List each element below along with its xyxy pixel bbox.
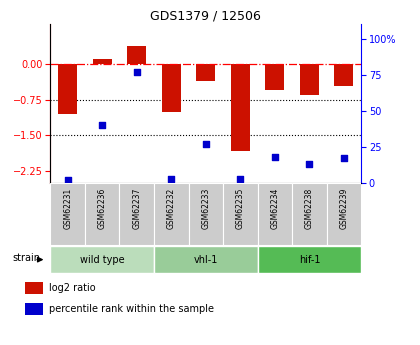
Bar: [24, 282, 43, 294]
Text: hif-1: hif-1: [299, 255, 320, 265]
Text: GSM62235: GSM62235: [236, 188, 245, 229]
Point: [134, 69, 140, 75]
Bar: [292, 183, 327, 245]
Text: GSM62233: GSM62233: [201, 188, 210, 229]
Text: GSM62237: GSM62237: [132, 188, 141, 229]
Bar: [257, 246, 361, 273]
Bar: [231, 65, 250, 151]
Bar: [154, 246, 257, 273]
Text: percentile rank within the sample: percentile rank within the sample: [49, 304, 214, 314]
Bar: [300, 65, 319, 95]
Text: strain: strain: [13, 253, 41, 263]
Text: log2 ratio: log2 ratio: [49, 283, 95, 293]
Bar: [85, 183, 119, 245]
Point: [64, 177, 71, 183]
Bar: [162, 65, 181, 112]
Bar: [50, 183, 85, 245]
Text: GSM62236: GSM62236: [98, 188, 107, 229]
Bar: [196, 65, 215, 81]
Text: GSM62234: GSM62234: [270, 188, 279, 229]
Point: [237, 176, 244, 181]
Text: GSM62238: GSM62238: [305, 188, 314, 229]
Point: [306, 161, 313, 167]
Title: GDS1379 / 12506: GDS1379 / 12506: [150, 10, 261, 23]
Bar: [154, 183, 189, 245]
Text: vhl-1: vhl-1: [194, 255, 218, 265]
Point: [202, 141, 209, 147]
Bar: [93, 59, 112, 65]
Bar: [119, 183, 154, 245]
Bar: [189, 183, 223, 245]
Bar: [127, 47, 146, 65]
Bar: [327, 183, 361, 245]
Bar: [265, 65, 284, 90]
Bar: [50, 246, 154, 273]
Point: [341, 156, 347, 161]
Bar: [223, 183, 257, 245]
Bar: [58, 65, 77, 114]
Point: [168, 176, 175, 181]
Point: [99, 122, 105, 128]
Bar: [24, 303, 43, 315]
Text: wild type: wild type: [80, 255, 124, 265]
Bar: [334, 65, 354, 86]
Bar: [257, 183, 292, 245]
Text: GSM62239: GSM62239: [339, 188, 349, 229]
Point: [271, 154, 278, 160]
Text: GSM62231: GSM62231: [63, 188, 72, 229]
Text: GSM62232: GSM62232: [167, 188, 176, 229]
